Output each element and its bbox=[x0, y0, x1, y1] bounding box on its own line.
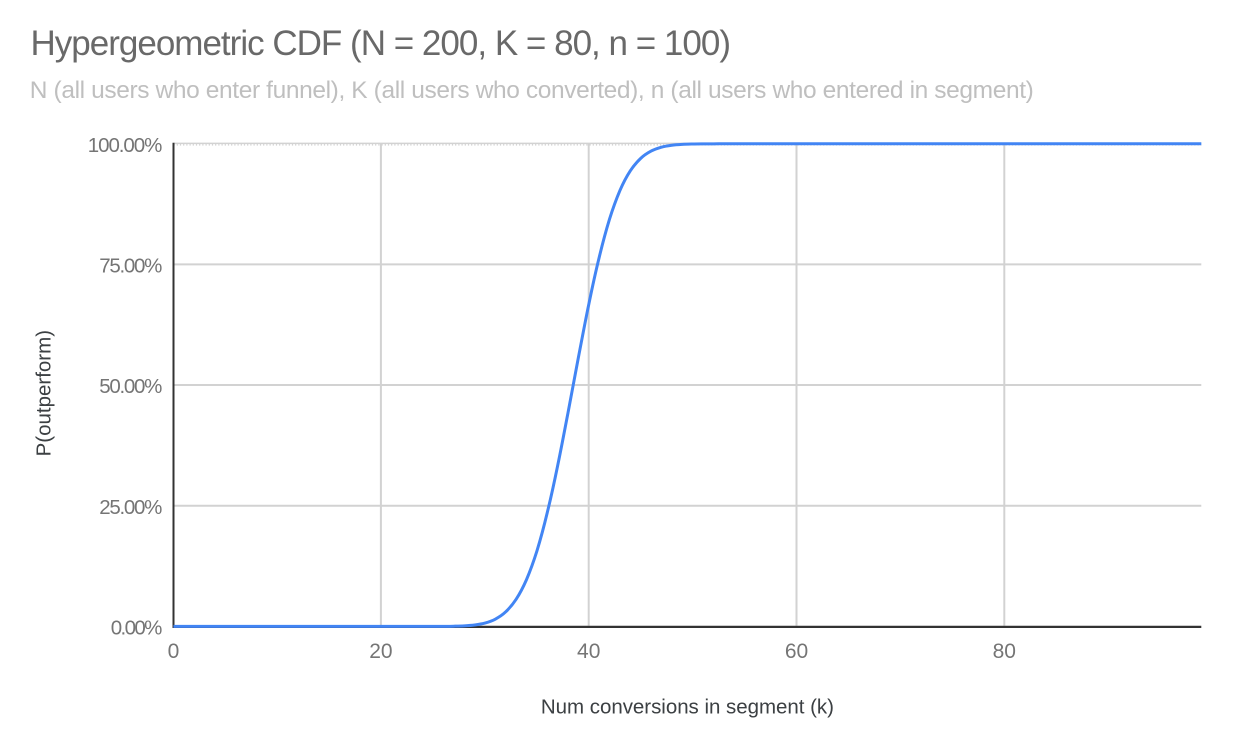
svg-text:N (all users who enter funnel): N (all users who enter funnel), K (all u… bbox=[30, 77, 1034, 104]
svg-text:0.00%: 0.00% bbox=[111, 617, 163, 640]
svg-text:20: 20 bbox=[369, 640, 392, 663]
svg-text:Num conversions in segment (k): Num conversions in segment (k) bbox=[541, 696, 834, 719]
svg-text:75.00%: 75.00% bbox=[99, 255, 162, 278]
svg-text:0: 0 bbox=[168, 640, 180, 663]
svg-text:100.00%: 100.00% bbox=[88, 134, 163, 157]
svg-text:P(outperform): P(outperform) bbox=[33, 330, 56, 456]
svg-text:Hypergeometric CDF (N = 200, K: Hypergeometric CDF (N = 200, K = 80, n =… bbox=[31, 24, 732, 63]
svg-text:80: 80 bbox=[993, 640, 1016, 663]
svg-text:25.00%: 25.00% bbox=[99, 496, 162, 519]
svg-text:40: 40 bbox=[577, 640, 600, 663]
svg-text:60: 60 bbox=[785, 640, 808, 663]
svg-text:50.00%: 50.00% bbox=[99, 375, 162, 398]
